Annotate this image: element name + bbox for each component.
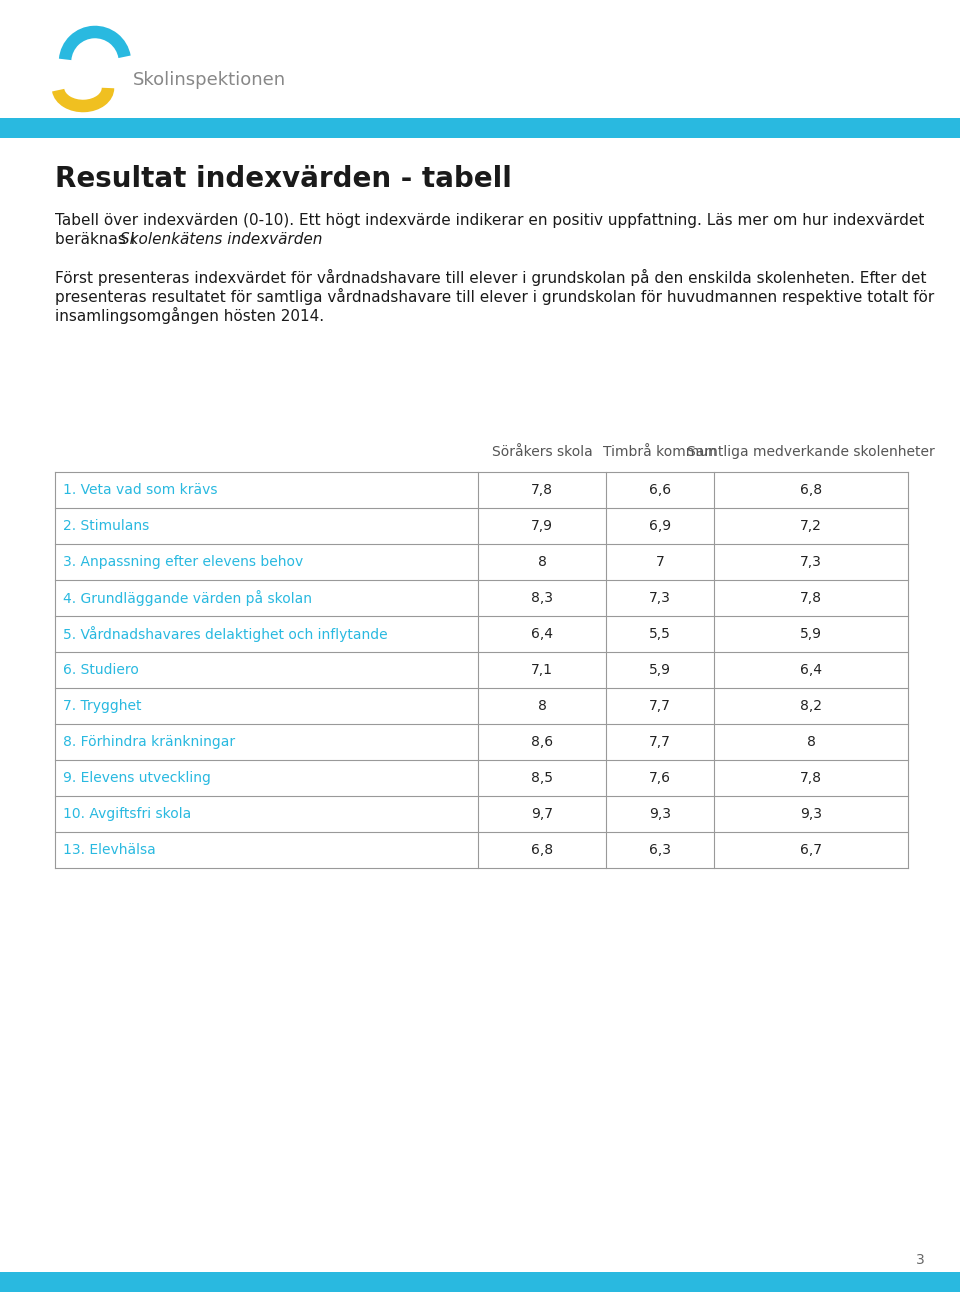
Text: 6,8: 6,8 — [800, 483, 822, 497]
Text: 6,6: 6,6 — [649, 483, 671, 497]
Text: 7,6: 7,6 — [649, 771, 671, 785]
Text: 9,7: 9,7 — [531, 807, 553, 821]
Text: Söråkers skola: Söråkers skola — [492, 445, 592, 458]
Bar — [0, 118, 960, 139]
Text: .: . — [263, 232, 268, 247]
Text: Skolenkätens indexvärden: Skolenkätens indexvärden — [120, 232, 323, 247]
Text: 7,3: 7,3 — [800, 556, 822, 569]
Text: 8,6: 8,6 — [531, 736, 553, 749]
Text: 8: 8 — [806, 736, 815, 749]
Text: 9,3: 9,3 — [800, 807, 822, 821]
Text: 7,8: 7,8 — [531, 483, 553, 497]
Text: Först presenteras indexvärdet för vårdnadshavare till elever i grundskolan på de: Först presenteras indexvärdet för vårdna… — [55, 269, 926, 286]
Text: 8,3: 8,3 — [531, 591, 553, 605]
Text: 7,2: 7,2 — [800, 519, 822, 534]
Text: 6. Studiero: 6. Studiero — [63, 663, 139, 677]
Text: 7,8: 7,8 — [800, 591, 822, 605]
Text: 8,2: 8,2 — [800, 699, 822, 714]
Text: 6,4: 6,4 — [531, 627, 553, 641]
Text: 1. Veta vad som krävs: 1. Veta vad som krävs — [63, 483, 218, 497]
Text: 7. Trygghet: 7. Trygghet — [63, 699, 141, 714]
Text: 5,9: 5,9 — [649, 663, 671, 677]
Text: 5. Vårdnadshavares delaktighet och inflytande: 5. Vårdnadshavares delaktighet och infly… — [63, 625, 388, 642]
Text: Tabell över indexvärden (0-10). Ett högt indexvärde indikerar en positiv uppfatt: Tabell över indexvärden (0-10). Ett högt… — [55, 212, 924, 228]
Text: 3: 3 — [916, 1254, 924, 1267]
Text: 8: 8 — [538, 556, 546, 569]
Text: 7,9: 7,9 — [531, 519, 553, 534]
Text: 8: 8 — [538, 699, 546, 714]
Text: 6,7: 6,7 — [800, 843, 822, 857]
Text: beräknas i: beräknas i — [55, 232, 140, 247]
Text: presenteras resultatet för samtliga vårdnadshavare till elever i grundskolan för: presenteras resultatet för samtliga vård… — [55, 287, 934, 306]
Text: 8,5: 8,5 — [531, 771, 553, 785]
Text: 6,8: 6,8 — [531, 843, 553, 857]
Text: Timbrå kommun: Timbrå kommun — [603, 445, 717, 458]
Text: 7,1: 7,1 — [531, 663, 553, 677]
Text: 5,9: 5,9 — [800, 627, 822, 641]
Text: Resultat indexvärden - tabell: Resultat indexvärden - tabell — [55, 164, 512, 193]
Text: 3. Anpassning efter elevens behov: 3. Anpassning efter elevens behov — [63, 556, 303, 569]
Text: 10. Avgiftsfri skola: 10. Avgiftsfri skola — [63, 807, 191, 821]
Text: 7,7: 7,7 — [649, 699, 671, 714]
Text: 8. Förhindra kränkningar: 8. Förhindra kränkningar — [63, 736, 235, 749]
Text: 6,3: 6,3 — [649, 843, 671, 857]
Bar — [0, 1272, 960, 1292]
Text: 7,7: 7,7 — [649, 736, 671, 749]
Text: 6,9: 6,9 — [649, 519, 671, 534]
Text: 4. Grundläggande värden på skolan: 4. Grundläggande värden på skolan — [63, 591, 312, 606]
Text: 9,3: 9,3 — [649, 807, 671, 821]
Text: 9. Elevens utveckling: 9. Elevens utveckling — [63, 771, 211, 785]
Text: Samtliga medverkande skolenheter: Samtliga medverkande skolenheter — [687, 445, 935, 458]
Text: 13. Elevhälsa: 13. Elevhälsa — [63, 843, 156, 857]
Text: 5,5: 5,5 — [649, 627, 671, 641]
Text: 6,4: 6,4 — [800, 663, 822, 677]
Text: 7,3: 7,3 — [649, 591, 671, 605]
Text: 7: 7 — [656, 556, 664, 569]
Text: Skolinspektionen: Skolinspektionen — [133, 71, 286, 89]
Text: insamlingsomgången hösten 2014.: insamlingsomgången hösten 2014. — [55, 307, 324, 324]
Text: 2. Stimulans: 2. Stimulans — [63, 519, 149, 534]
Text: 7,8: 7,8 — [800, 771, 822, 785]
